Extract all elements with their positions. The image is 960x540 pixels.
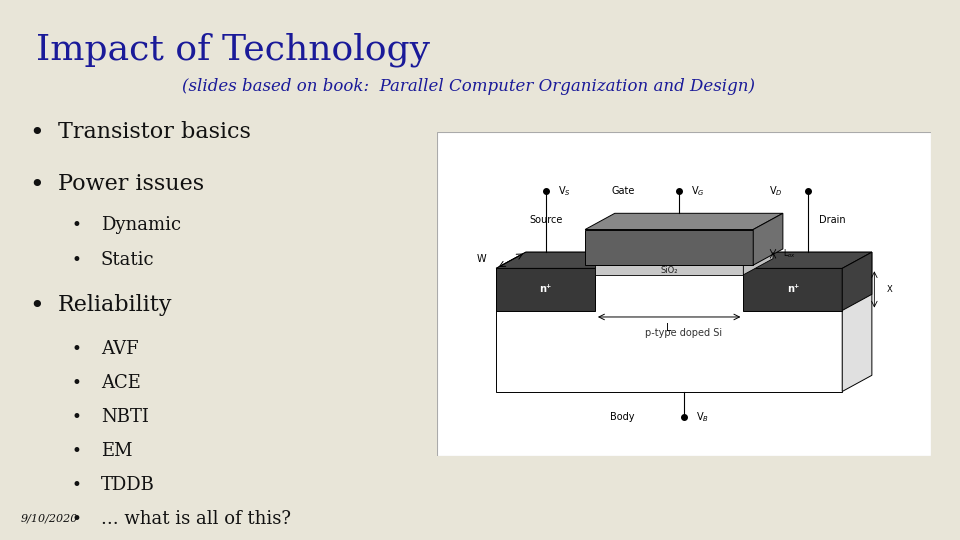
Text: •: •	[72, 374, 82, 392]
Text: •: •	[29, 122, 43, 145]
Text: V$_D$: V$_D$	[769, 184, 783, 198]
Text: V$_G$: V$_G$	[691, 184, 705, 198]
Text: ... what is all of this?: ... what is all of this?	[101, 510, 291, 528]
Text: •: •	[72, 216, 82, 234]
Text: •: •	[72, 408, 82, 426]
Polygon shape	[595, 249, 773, 265]
Text: n⁺: n⁺	[786, 285, 799, 294]
Text: •: •	[29, 173, 43, 197]
Text: ACE: ACE	[101, 374, 141, 392]
Text: Reliability: Reliability	[58, 294, 172, 316]
Text: X: X	[887, 285, 893, 294]
Text: (slides based on book:  Parallel Computer Organization and Design): (slides based on book: Parallel Computer…	[182, 78, 756, 95]
Text: V$_S$: V$_S$	[558, 184, 571, 198]
Text: •: •	[72, 251, 82, 269]
Polygon shape	[496, 252, 872, 268]
Text: L$_{ox}$: L$_{ox}$	[783, 247, 796, 260]
Text: p-type doped Si: p-type doped Si	[645, 328, 723, 338]
Polygon shape	[743, 249, 773, 275]
Polygon shape	[595, 265, 743, 275]
Text: •: •	[72, 340, 82, 358]
Polygon shape	[496, 252, 625, 268]
Text: Body: Body	[610, 413, 635, 422]
Text: W: W	[476, 254, 486, 264]
Polygon shape	[496, 268, 595, 310]
Text: EM: EM	[101, 442, 132, 460]
Polygon shape	[842, 252, 872, 310]
Text: L: L	[666, 323, 672, 334]
Text: Gate: Gate	[612, 186, 635, 195]
Text: Power issues: Power issues	[58, 173, 204, 195]
Text: Transistor basics: Transistor basics	[58, 122, 251, 144]
Text: SiO₂: SiO₂	[660, 266, 678, 275]
Text: •: •	[72, 510, 82, 528]
Text: V$_B$: V$_B$	[696, 410, 709, 424]
Text: Dynamic: Dynamic	[101, 216, 180, 234]
Polygon shape	[754, 213, 783, 265]
FancyBboxPatch shape	[437, 132, 931, 456]
Text: TDDB: TDDB	[101, 476, 155, 494]
Polygon shape	[586, 230, 754, 265]
Text: AVF: AVF	[101, 340, 138, 358]
Polygon shape	[586, 213, 783, 230]
Polygon shape	[743, 252, 872, 268]
Text: •: •	[72, 442, 82, 460]
Polygon shape	[743, 268, 842, 310]
Text: NBTI: NBTI	[101, 408, 149, 426]
Text: •: •	[29, 294, 43, 318]
Text: Drain: Drain	[819, 215, 846, 225]
Polygon shape	[842, 252, 872, 392]
Text: Source: Source	[529, 215, 563, 225]
Text: n⁺: n⁺	[540, 285, 552, 294]
Text: Static: Static	[101, 251, 155, 269]
Text: 9/10/2020: 9/10/2020	[21, 514, 79, 524]
Text: Impact of Technology: Impact of Technology	[36, 32, 430, 67]
Polygon shape	[496, 268, 842, 392]
Text: •: •	[72, 476, 82, 494]
